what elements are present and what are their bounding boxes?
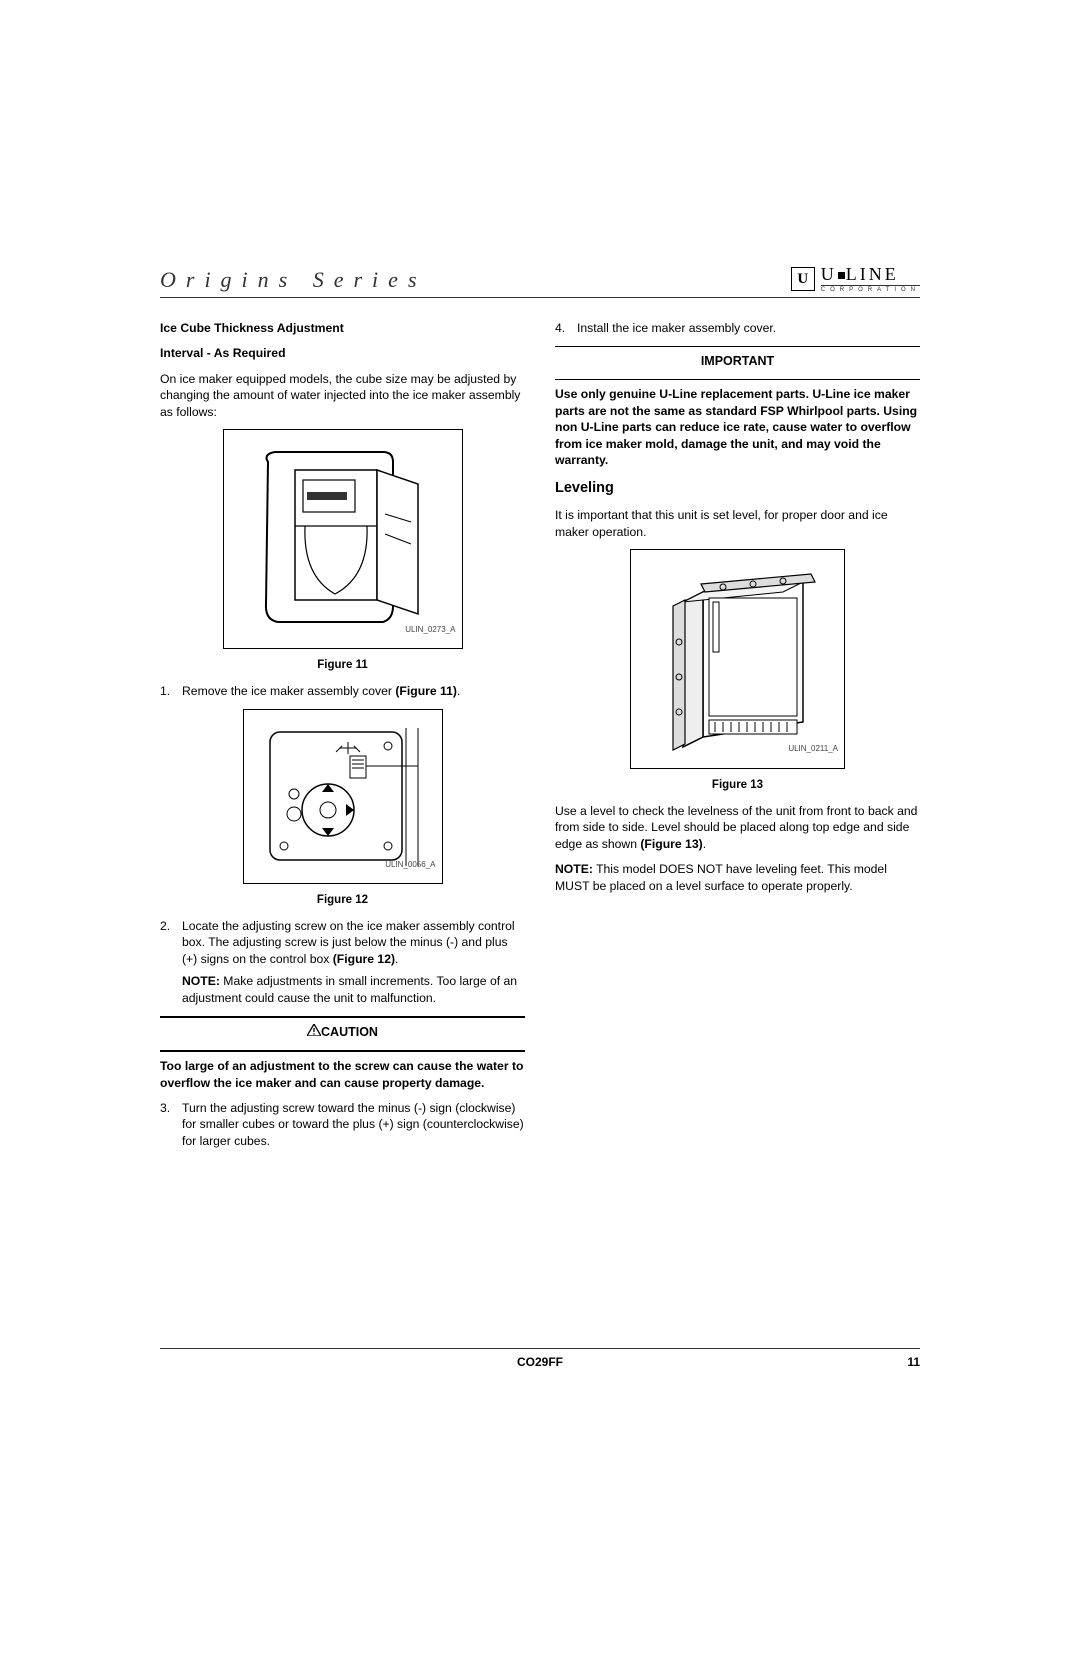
figure-13-caption: Figure 13 bbox=[555, 778, 920, 794]
step-2-ref: (Figure 12) bbox=[333, 952, 395, 966]
steps-list: 1. Remove the ice maker assembly cover (… bbox=[160, 683, 525, 699]
content-columns: Ice Cube Thickness Adjustment Interval -… bbox=[160, 320, 920, 1159]
step-2-note: NOTE: Make adjustments in small incremen… bbox=[182, 973, 525, 1006]
footer-row: CO29FF 11 bbox=[160, 1355, 920, 1369]
step-3-number: 3. bbox=[160, 1100, 170, 1116]
page-footer: CO29FF 11 bbox=[160, 1348, 920, 1369]
brand-logo-glyph: U bbox=[791, 267, 815, 291]
step-1-post: . bbox=[457, 684, 460, 698]
footer-rule bbox=[160, 1348, 920, 1349]
important-rule-top bbox=[555, 346, 920, 347]
left-column: Ice Cube Thickness Adjustment Interval -… bbox=[160, 320, 525, 1159]
caution-text: Too large of an adjustment to the screw … bbox=[160, 1058, 525, 1091]
brand-name: U LINE bbox=[821, 265, 920, 286]
brand-name-stack: U LINE CORPORATION bbox=[821, 265, 920, 293]
page-content: Origins Series U U LINE CORPORATION Ice C… bbox=[160, 265, 920, 1159]
step-4: 4. Install the ice maker assembly cover. bbox=[555, 320, 920, 336]
brand-logo: U U LINE CORPORATION bbox=[791, 265, 920, 293]
figure-13-code: ULIN_0211_A bbox=[788, 744, 838, 755]
step-3: 3. Turn the adjusting screw toward the m… bbox=[160, 1100, 525, 1149]
step-4-number: 4. bbox=[555, 320, 565, 336]
steps-list-4: 4. Install the ice maker assembly cover. bbox=[555, 320, 920, 336]
step-1-number: 1. bbox=[160, 683, 170, 699]
figure-12-caption: Figure 12 bbox=[160, 893, 525, 909]
note2-label: NOTE: bbox=[555, 862, 593, 876]
note2-text: This model DOES NOT have leveling feet. … bbox=[555, 862, 887, 892]
footer-spacer bbox=[160, 1355, 190, 1369]
brand-name-post: LINE bbox=[846, 264, 899, 284]
caution-rule-bottom bbox=[160, 1050, 525, 1052]
footer-model: CO29FF bbox=[190, 1355, 890, 1369]
figure-11-caption: Figure 11 bbox=[160, 658, 525, 674]
note-label: NOTE: bbox=[182, 974, 220, 988]
figure-11-diagram bbox=[243, 444, 443, 634]
warning-icon bbox=[307, 1024, 321, 1036]
steps-list-2: 2. Locate the adjusting screw on the ice… bbox=[160, 918, 525, 1006]
caution-header: CAUTION bbox=[160, 1024, 525, 1041]
footer-page-number: 11 bbox=[890, 1355, 920, 1369]
page-header: Origins Series U U LINE CORPORATION bbox=[160, 265, 920, 298]
important-label: IMPORTANT bbox=[555, 353, 920, 370]
leveling-p1-ref: (Figure 13) bbox=[640, 837, 702, 851]
figure-11-code: ULIN_0273_A bbox=[405, 625, 455, 636]
caution-rule-top bbox=[160, 1016, 525, 1018]
figure-12-box: ULIN_0056_A bbox=[243, 709, 443, 884]
step-2: 2. Locate the adjusting screw on the ice… bbox=[160, 918, 525, 1006]
step-4-text: Install the ice maker assembly cover. bbox=[577, 321, 776, 335]
ice-cube-heading: Ice Cube Thickness Adjustment bbox=[160, 320, 525, 336]
interval-heading: Interval - As Required bbox=[160, 345, 525, 361]
leveling-p1-post: . bbox=[703, 837, 706, 851]
leveling-p1: Use a level to check the levelness of th… bbox=[555, 803, 920, 852]
step-2-post: . bbox=[395, 952, 398, 966]
brand-name-pre: U bbox=[821, 264, 837, 284]
brand-separator-icon bbox=[838, 272, 845, 279]
leveling-intro: It is important that this unit is set le… bbox=[555, 507, 920, 540]
figure-13-diagram bbox=[643, 562, 833, 757]
step-2-number: 2. bbox=[160, 918, 170, 934]
step-1-text: Remove the ice maker assembly cover bbox=[182, 684, 395, 698]
right-column: 4. Install the ice maker assembly cover.… bbox=[555, 320, 920, 1159]
leveling-note: NOTE: This model DOES NOT have leveling … bbox=[555, 861, 920, 894]
figure-12-diagram bbox=[258, 722, 428, 872]
figure-12-code: ULIN_0056_A bbox=[385, 860, 435, 871]
important-rule-bottom bbox=[555, 379, 920, 380]
note-text: Make adjustments in small increments. To… bbox=[182, 974, 517, 1004]
figure-13-box: ULIN_0211_A bbox=[630, 549, 845, 769]
caution-label: CAUTION bbox=[321, 1025, 378, 1039]
important-text: Use only genuine U-Line replacement part… bbox=[555, 386, 920, 468]
intro-paragraph: On ice maker equipped models, the cube s… bbox=[160, 371, 525, 420]
figure-11-box: ULIN_0273_A bbox=[223, 429, 463, 649]
steps-list-3: 3. Turn the adjusting screw toward the m… bbox=[160, 1100, 525, 1149]
step-1: 1. Remove the ice maker assembly cover (… bbox=[160, 683, 525, 699]
leveling-heading: Leveling bbox=[555, 479, 920, 499]
brand-subtitle: CORPORATION bbox=[821, 286, 920, 293]
step-3-text: Turn the adjusting screw toward the minu… bbox=[182, 1101, 524, 1148]
leveling-p1-pre: Use a level to check the levelness of th… bbox=[555, 804, 917, 851]
step-1-ref: (Figure 11) bbox=[395, 684, 457, 698]
series-title: Origins Series bbox=[160, 267, 427, 293]
